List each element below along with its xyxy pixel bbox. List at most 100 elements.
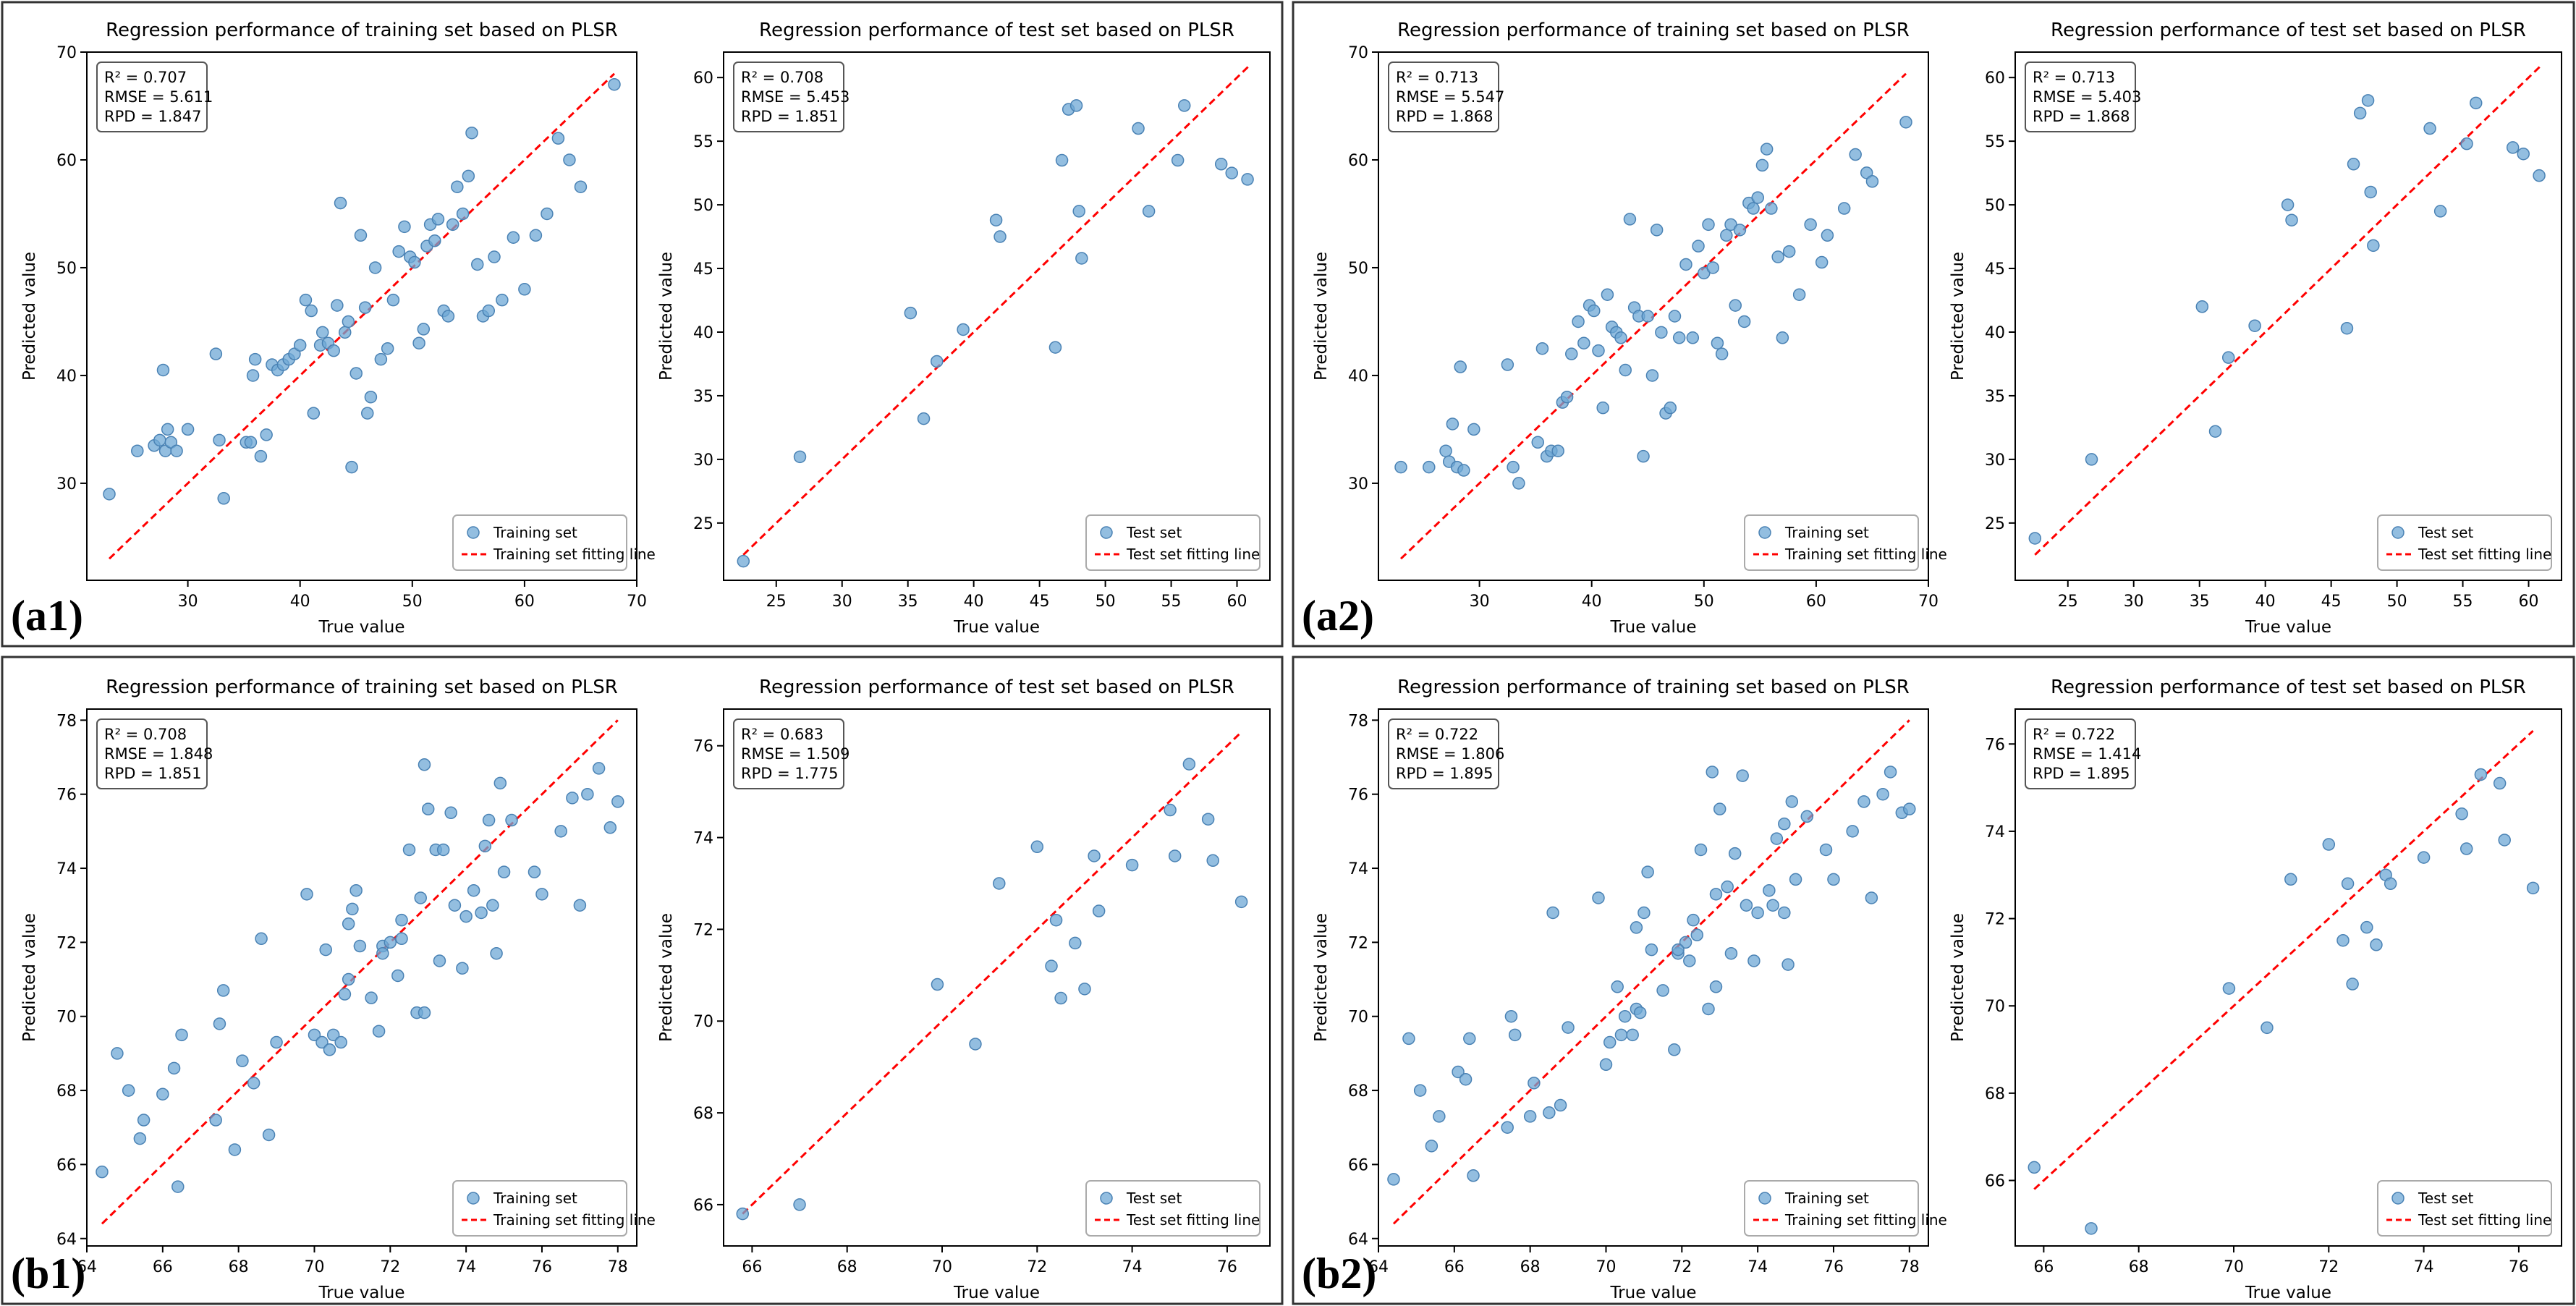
data-point [395, 932, 408, 946]
y-tick-label: 30 [1985, 451, 2005, 470]
data-point [2361, 94, 2375, 107]
data-point [1504, 1009, 1518, 1023]
data-point [446, 218, 459, 232]
data-point [345, 460, 358, 474]
legend-point-marker [1100, 1192, 1113, 1205]
data-point [957, 323, 970, 336]
data-point [2322, 838, 2336, 851]
data-point [1865, 891, 1878, 904]
data-point [2455, 807, 2468, 821]
data-point [1747, 954, 1761, 967]
data-point [133, 1132, 147, 1145]
y-tick-label: 60 [693, 69, 713, 88]
data-point [475, 906, 488, 920]
panel-label: (b2) [1302, 1250, 1376, 1297]
data-point [2417, 851, 2431, 864]
data-point [611, 795, 624, 808]
x-tick-label: 50 [402, 593, 423, 611]
plot-area [1378, 708, 1929, 1247]
fit-line [742, 64, 1251, 556]
data-point [482, 304, 496, 318]
metric-text: RPD = 1.895 [2033, 765, 2130, 782]
data-point [507, 231, 520, 244]
data-point [349, 883, 363, 897]
data-point [1721, 880, 1734, 894]
y-tick-label: 68 [1985, 1085, 2005, 1103]
metric-text: RPD = 1.851 [741, 108, 839, 125]
data-point [1501, 1121, 1514, 1134]
chart-3: Regression performance of training set b… [1312, 20, 1947, 637]
data-point [1641, 865, 1654, 878]
data-point [1214, 158, 1228, 171]
plot-area [86, 708, 637, 1247]
y-tick-label: 30 [693, 451, 713, 470]
data-point [1692, 239, 1705, 253]
metric-text: RPD = 1.868 [2033, 108, 2130, 125]
data-point [1614, 1028, 1628, 1042]
data-point [1588, 304, 1601, 318]
data-point [175, 1028, 188, 1042]
y-tick-label: 68 [693, 1105, 713, 1123]
data-point [1551, 444, 1564, 457]
data-point [1452, 1065, 1465, 1079]
legend: Training set Training set fitting line [1744, 514, 1947, 571]
plot-area [2014, 708, 2562, 1247]
chart-title: Regression performance of training set b… [1397, 20, 1910, 41]
data-point [2261, 1021, 2274, 1035]
legend-point-marker [1758, 1192, 1771, 1205]
data-point [1565, 347, 1578, 360]
data-point [467, 883, 480, 897]
data-point [1849, 148, 1862, 161]
data-point [1740, 899, 1753, 912]
data-point [262, 1128, 276, 1142]
data-point [418, 758, 431, 771]
data-point [1645, 369, 1659, 382]
data-point [96, 1165, 109, 1179]
data-point [1168, 849, 1182, 862]
data-point [496, 293, 509, 307]
data-point [1884, 766, 1897, 779]
data-point [1446, 417, 1459, 431]
data-point [1720, 229, 1733, 242]
data-point [1523, 1110, 1537, 1123]
data-point [1819, 843, 1833, 857]
x-tick-label: 60 [514, 593, 535, 611]
data-point [1715, 347, 1729, 360]
x-tick-label: 68 [837, 1258, 857, 1276]
data-point [1903, 802, 1916, 815]
metric-text: RMSE = 5.547 [1396, 88, 1504, 106]
data-point [236, 1054, 249, 1067]
data-point [2346, 978, 2359, 991]
data-point [1706, 766, 1719, 779]
x-tick-label: 76 [1217, 1258, 1237, 1276]
data-point [989, 213, 1003, 226]
data-point [1899, 116, 1912, 129]
x-axis-label: True value [953, 618, 1040, 637]
data-point [497, 865, 511, 878]
metrics-frame [2025, 718, 2136, 789]
data-point [1668, 1043, 1681, 1056]
metrics-frame [733, 62, 844, 132]
legend-line-label: Test set fitting line [1126, 546, 1260, 563]
data-point [490, 946, 503, 960]
chart-title: Regression performance of training set b… [1397, 677, 1910, 698]
data-point [1596, 401, 1609, 415]
x-axis-label: True value [953, 1284, 1040, 1302]
data-point [1572, 315, 1585, 328]
chart-title: Regression performance of training set b… [106, 20, 618, 41]
data-point [1092, 904, 1106, 917]
y-tick-label: 76 [1985, 736, 2005, 754]
data-point [228, 1143, 242, 1156]
chart-7: Regression performance of training set b… [1312, 677, 1947, 1302]
data-point [1577, 336, 1590, 349]
data-point [1206, 854, 1219, 868]
metrics-box: R² = 0.708 RMSE = 5.453 RPD = 1.851 [733, 62, 850, 132]
legend-frame [1744, 514, 1919, 571]
data-point [1619, 363, 1632, 377]
metric-text: RPD = 1.851 [104, 765, 202, 782]
y-tick-label: 60 [1985, 69, 2005, 88]
metric-text: RMSE = 5.611 [104, 88, 213, 106]
data-point [2526, 881, 2540, 895]
data-point [436, 843, 450, 857]
x-tick-label: 66 [2033, 1258, 2054, 1276]
